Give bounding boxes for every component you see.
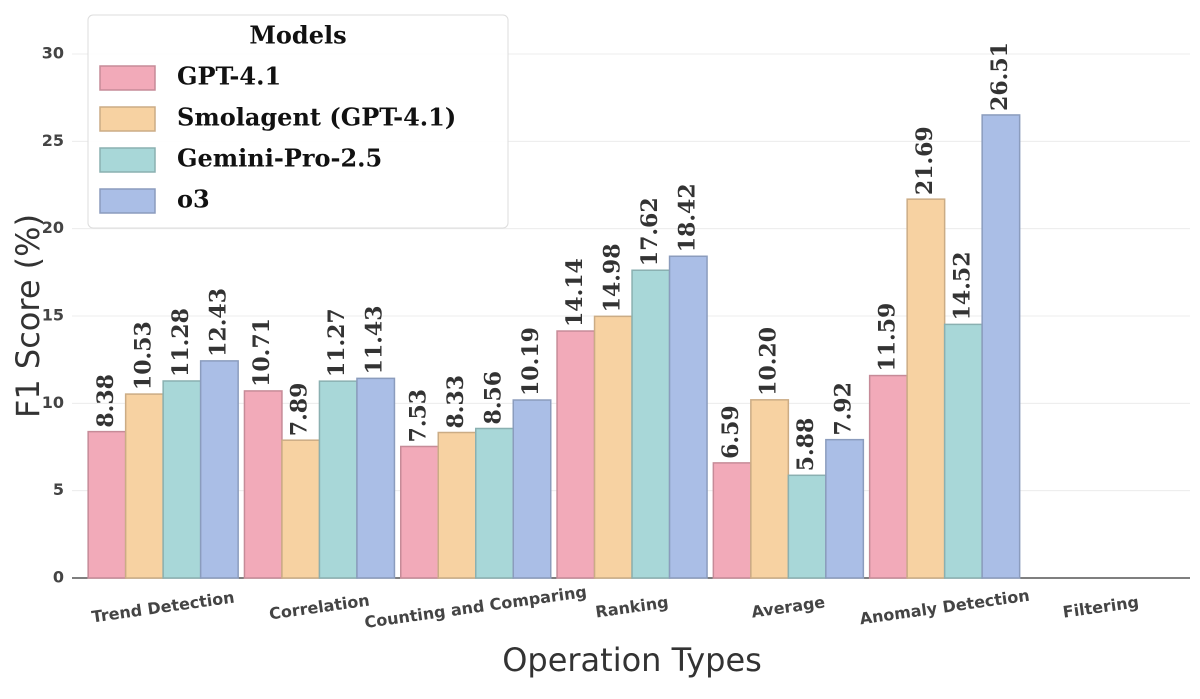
bar	[631, 269, 671, 579]
y-tick-label: 5	[53, 480, 64, 499]
value-label: 6.59	[718, 405, 744, 459]
value-label: 11.27	[324, 308, 350, 377]
x-tick-label: Average	[750, 592, 826, 621]
bar	[906, 198, 946, 579]
bar	[199, 360, 239, 579]
bar	[243, 390, 283, 579]
x-tick-label: Counting and Comparing	[363, 582, 588, 632]
bar	[124, 393, 164, 579]
bar	[281, 439, 321, 579]
value-label: 8.38	[93, 374, 119, 428]
legend-swatch	[99, 106, 156, 132]
legend-label: Gemini-Pro-2.5	[177, 144, 382, 173]
bar	[750, 399, 790, 579]
value-label: 14.98	[599, 243, 625, 312]
value-label: 11.28	[168, 308, 194, 377]
bar	[943, 323, 983, 579]
value-label: 10.53	[130, 321, 156, 390]
bar	[400, 445, 439, 579]
x-tick-label: Anomaly Detection	[858, 586, 1030, 629]
x-tick-label: Trend Detection	[90, 588, 235, 627]
bar	[162, 380, 202, 579]
legend-title: Models	[249, 21, 346, 50]
value-label: 26.51	[987, 42, 1013, 111]
y-tick-label: 15	[42, 306, 64, 325]
value-label: 8.33	[443, 375, 469, 429]
value-label: 21.69	[912, 126, 938, 195]
y-tick-label: 0	[53, 568, 64, 587]
value-label: 7.53	[406, 389, 432, 443]
value-label: 17.62	[637, 197, 663, 266]
x-tick-label: Correlation	[268, 591, 371, 624]
legend-swatch	[99, 65, 156, 91]
value-label: 11.43	[362, 305, 388, 374]
value-label: 14.14	[562, 258, 588, 327]
legend-swatch	[99, 147, 156, 173]
bar	[475, 427, 514, 579]
y-tick-label: 25	[42, 131, 64, 150]
value-label: 8.56	[481, 371, 507, 425]
y-axis-label: F1 Score (%)	[9, 214, 47, 418]
bar	[87, 430, 127, 579]
x-tick-label: Ranking	[594, 592, 669, 621]
legend-box	[87, 14, 509, 229]
x-axis-label: Operation Types	[502, 641, 762, 679]
legend-swatch	[99, 188, 156, 214]
legend-label: Smolagent (GPT-4.1)	[177, 103, 456, 132]
legend: Models GPT-4.1 Smolagent (GPT-4.1) Gemini-P…	[87, 14, 509, 229]
bar	[981, 114, 1021, 579]
value-label: 18.42	[674, 183, 700, 252]
bar	[668, 255, 708, 579]
legend-label: GPT-4.1	[177, 62, 281, 91]
bar	[712, 462, 752, 579]
value-label: 11.59	[874, 303, 900, 372]
value-label: 12.43	[205, 288, 231, 357]
legend-label: o3	[177, 185, 210, 214]
value-label: 10.71	[249, 318, 275, 387]
value-label: 10.20	[756, 327, 782, 396]
value-label: 7.92	[831, 382, 857, 436]
bar	[825, 438, 865, 579]
y-tick-label: 10	[42, 393, 64, 412]
bar	[318, 380, 358, 579]
value-label: 10.19	[518, 327, 544, 396]
y-tick-label: 30	[42, 44, 64, 63]
bar	[868, 374, 908, 579]
bar	[556, 330, 596, 579]
bar	[356, 377, 396, 579]
value-label: 7.89	[287, 383, 313, 437]
bar	[512, 399, 552, 579]
bar	[593, 315, 633, 579]
bar	[437, 431, 477, 579]
y-tick-label: 20	[42, 218, 64, 237]
x-tick-label: Filtering	[1062, 592, 1141, 621]
value-label: 5.88	[793, 418, 819, 472]
value-label: 14.52	[949, 251, 975, 320]
bar	[787, 474, 827, 579]
